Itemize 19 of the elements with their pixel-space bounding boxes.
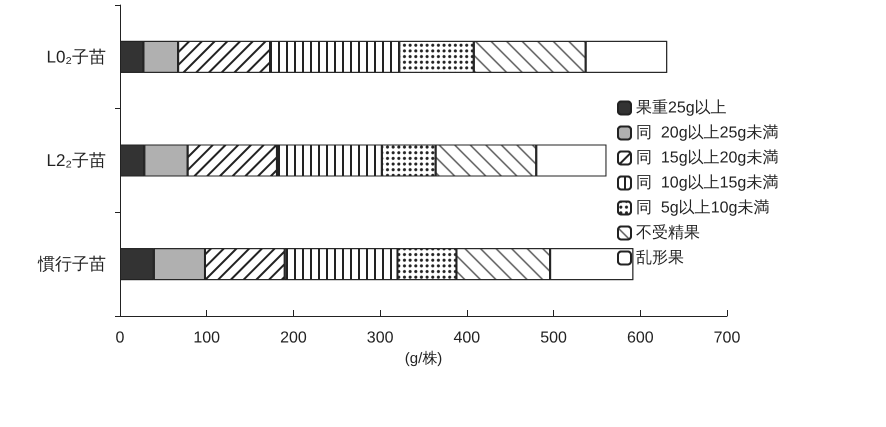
x-tick-label: 400: [454, 330, 480, 346]
legend-label: 乱形果: [636, 250, 684, 266]
y-tick-label: 慣行子苗: [37, 254, 106, 274]
x-tick-label: 0: [116, 330, 125, 346]
x-tick-label: 300: [366, 330, 394, 346]
y-tick-label: L0₂子苗: [46, 47, 106, 66]
legend-label: 果重25g以上: [636, 98, 727, 116]
x-tick-label: 600: [626, 330, 654, 346]
y-tick-label: L2₂子苗: [46, 151, 106, 170]
legend-label: 不受精果: [636, 224, 700, 242]
x-tick-label: 700: [714, 330, 740, 346]
legend-label: 同 5g以上10g未満: [636, 198, 770, 216]
x-tick-label: 500: [540, 330, 568, 346]
x-tick-label: 100: [193, 330, 220, 346]
legend-label: 同 10g以上15g未満: [636, 174, 778, 192]
x-axis-title: (g/株): [404, 350, 442, 367]
legend-label: 同 15g以上20g未満: [636, 148, 778, 166]
x-tick-label: 200: [280, 330, 307, 346]
legend-label: 同 20g以上25g未満: [636, 124, 778, 142]
